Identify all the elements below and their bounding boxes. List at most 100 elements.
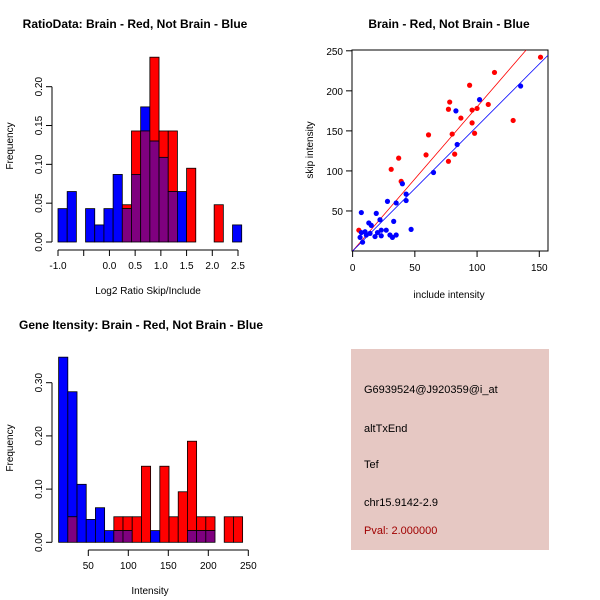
bar-brain [158,130,169,158]
y-tick-label: 0.20 [34,426,45,446]
bar-brain [168,516,179,543]
point-red [445,158,452,164]
chart-title: RatioData: Brain - Red, Not Brain - Blue [23,17,248,31]
point-red [510,117,516,124]
y-tick-label: 200 [326,87,343,98]
x-tick-label: 0.5 [128,261,142,272]
point-blue [408,226,414,232]
point-blue [454,141,460,148]
x-tick-label: 1.0 [154,261,168,272]
bar-brain [113,516,124,531]
y-axis-label: Frequency [5,424,16,471]
point-blue [359,239,366,245]
x-tick-label: 2.0 [205,261,219,272]
bar-brain [213,204,224,243]
x-axis-label: Log2 Ratio Skip/Include [95,286,201,297]
point-red [449,131,455,137]
x-tick-label: 50 [409,263,421,274]
point-blue [384,198,391,204]
point-blue [372,233,378,240]
fit-line-red [352,49,527,252]
y-tick-label: 0.15 [34,115,45,135]
location: chr15.9142-2.9 [364,497,438,509]
x-axis-label: include intensity [413,290,484,301]
point-red [388,166,394,172]
bar-not-brain [104,530,115,543]
bar-overlap [158,156,169,243]
y-tick-label: 0.20 [34,77,45,97]
x-tick-label: 0 [350,263,356,274]
point-blue [476,97,483,103]
point-red [396,155,402,161]
y-tick-label: 0.10 [34,479,45,499]
bar-brain [196,516,207,531]
bar-brain [187,440,198,531]
bar-brain [149,56,160,142]
bar-brain [186,167,197,243]
point-blue [393,232,399,238]
point-red [452,151,458,157]
bar-overlap [196,530,207,543]
bar-brain [131,130,142,175]
x-axis-label: Intensity [131,586,168,597]
x-tick-label: -1.0 [49,261,67,272]
point-blue [368,222,374,228]
bar-brain [122,516,133,531]
x-tick-label: 2.5 [231,261,245,272]
bar-not-brain [140,106,151,132]
bar-overlap [187,530,198,543]
x-tick-label: 50 [83,561,95,572]
point-red [485,101,491,108]
point-red [471,130,478,136]
plot-box [351,49,549,252]
point-blue [518,83,524,89]
bar-overlap [140,130,151,243]
bar-not-brain [95,507,106,543]
point-blue [389,234,396,240]
point-blue [378,233,384,239]
x-tick-label: 100 [469,263,486,274]
x-tick-label: 150 [531,263,548,274]
chart-title: Brain - Red, Not Brain - Blue [368,17,530,31]
point-red [469,107,475,113]
bar-not-brain [177,191,187,243]
y-tick-label: 0.30 [34,373,45,393]
point-blue [374,229,381,236]
point-blue [399,181,405,187]
point-blue [373,210,379,216]
point-red [474,105,480,112]
bar-overlap [67,516,78,543]
x-tick-label: 1.5 [180,261,194,272]
point-red [458,115,464,121]
probe-id: G6939524@J920359@i_at [364,384,498,396]
bar-not-brain [94,224,105,243]
bar-not-brain [85,208,96,243]
point-red [425,132,432,138]
y-tick-label: 150 [326,127,343,138]
y-tick-label: 250 [326,47,343,58]
y-axis-label: Frequency [5,122,16,169]
y-tick-label: 0.00 [34,532,45,552]
point-red [423,152,429,158]
point-blue [403,191,409,197]
x-tick-label: 150 [160,561,177,572]
bar-not-brain [67,391,78,518]
event-type: altTxEnd [364,423,408,435]
bar-overlap [131,174,142,243]
y-axis-label: skip intensity [305,121,316,178]
bar-brain [121,204,132,210]
point-blue [393,200,399,206]
bar-not-brain [150,530,161,543]
bar-not-brain [57,208,68,243]
point-blue [430,169,437,176]
y-tick-label: 0.00 [34,232,45,252]
bar-not-brain [66,191,77,243]
bar-brain [159,465,170,543]
bar-brain [205,516,216,531]
x-tick-label: 0.0 [102,261,116,272]
y-tick-label: 100 [326,167,343,178]
bar-not-brain [58,356,69,543]
point-blue [378,227,384,233]
